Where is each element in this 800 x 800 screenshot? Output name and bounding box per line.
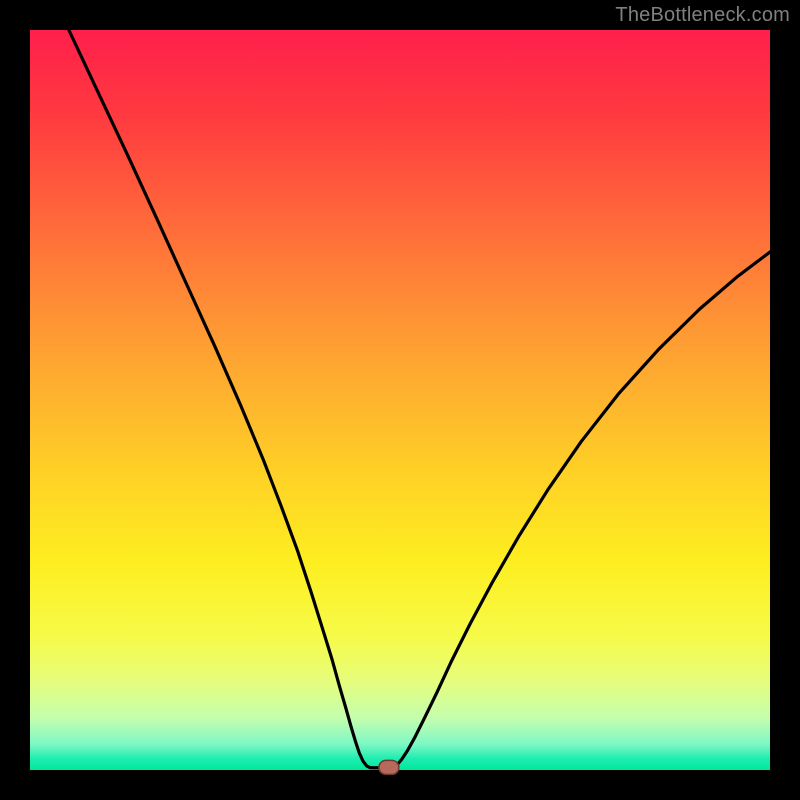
- bottleneck-curve-chart: [0, 0, 800, 800]
- watermark-text: TheBottleneck.com: [615, 4, 790, 27]
- chart-gradient-background: [30, 30, 770, 770]
- minimum-marker: [379, 760, 399, 774]
